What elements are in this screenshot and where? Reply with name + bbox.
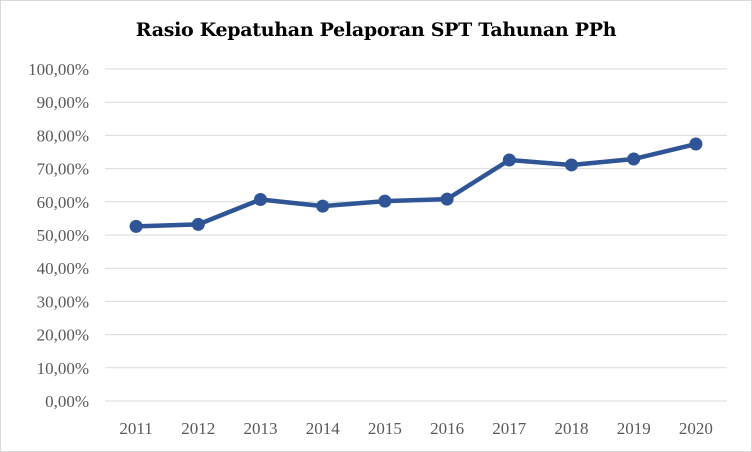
y-axis-tick-labels: 0,00% 10,00% 20,00% 30,00% 40,00% 50,00% 60,00… bbox=[28, 60, 89, 411]
y-tick-label: 0,00% bbox=[45, 392, 89, 411]
y-tick-label: 100,00% bbox=[28, 60, 89, 79]
y-tick-label: 70,00% bbox=[37, 160, 89, 179]
gridlines bbox=[105, 68, 727, 402]
y-tick-label: 30,00% bbox=[37, 292, 89, 311]
y-tick-label: 40,00% bbox=[37, 259, 89, 278]
x-tick-label: 2020 bbox=[679, 419, 713, 438]
x-tick-label: 2011 bbox=[119, 419, 152, 438]
y-tick-label: 80,00% bbox=[37, 126, 89, 145]
y-tick-label: 90,00% bbox=[37, 93, 89, 112]
y-tick-label: 50,00% bbox=[37, 226, 89, 245]
data-point bbox=[440, 192, 454, 206]
x-tick-label: 2017 bbox=[492, 419, 527, 438]
x-tick-label: 2016 bbox=[430, 419, 464, 438]
data-point bbox=[191, 217, 205, 231]
data-point bbox=[378, 194, 392, 208]
data-point bbox=[627, 152, 641, 166]
chart-title: Rasio Kepatuhan Pelaporan SPT Tahunan PP… bbox=[135, 19, 617, 41]
x-tick-label: 2015 bbox=[368, 419, 402, 438]
x-tick-label: 2012 bbox=[181, 419, 215, 438]
x-tick-label: 2019 bbox=[617, 419, 651, 438]
data-point bbox=[689, 137, 703, 151]
y-tick-label: 20,00% bbox=[37, 326, 89, 345]
x-axis-tick-labels: 2011 2012 2013 2014 2015 2016 2017 2018 2019 2020 bbox=[119, 419, 712, 438]
data-point bbox=[129, 219, 143, 233]
y-tick-label: 10,00% bbox=[37, 359, 89, 378]
data-point bbox=[565, 158, 578, 172]
y-tick-label: 60,00% bbox=[37, 193, 89, 212]
data-point bbox=[502, 153, 516, 167]
x-tick-label: 2018 bbox=[555, 419, 589, 438]
series-layer bbox=[129, 137, 703, 233]
data-point bbox=[254, 192, 267, 206]
x-tick-label: 2014 bbox=[306, 419, 341, 438]
data-point bbox=[316, 199, 330, 213]
x-tick-label: 2013 bbox=[244, 419, 278, 438]
series-line bbox=[133, 141, 699, 229]
